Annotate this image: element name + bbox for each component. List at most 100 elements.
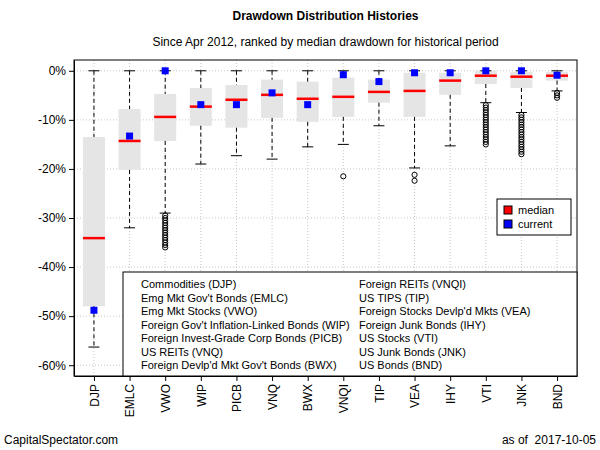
x-tick-label: VEA (408, 384, 422, 408)
names-box-entry: US Stocks (VTI) (359, 332, 438, 344)
x-tick: WIP (195, 376, 209, 407)
x-tick-label: VNQ (266, 384, 280, 410)
whisker-cap-upper (88, 70, 99, 71)
names-box-entry: Foreign Devlp'd Mkt Gov't Bonds (BWX) (141, 359, 337, 371)
x-tick-label: PICB (230, 384, 244, 412)
current-marker (518, 67, 525, 74)
whisker-lower (521, 88, 522, 113)
whisker-cap-lower (231, 155, 242, 156)
median-line (297, 98, 319, 101)
x-tick-mark (521, 376, 522, 381)
y-tick-mark (69, 169, 74, 170)
box-group (546, 71, 568, 101)
names-box-entry: Emg Mkt Stocks (VWO) (141, 305, 257, 317)
whisker-upper (236, 71, 237, 85)
title: Drawdown Distribution Histories (232, 9, 418, 23)
median-line (225, 98, 247, 101)
x-tick: PICB (230, 376, 244, 412)
whisker-cap-upper (124, 70, 135, 71)
y-tick-label: -30% (38, 211, 66, 225)
box-group (368, 71, 390, 126)
x-tick-label: BWX (301, 384, 315, 411)
grid (74, 60, 577, 376)
y-tick-mark (69, 267, 74, 268)
y-tick-mark (69, 316, 74, 317)
outlier (412, 172, 417, 177)
x-tick-label: TIP (373, 384, 387, 403)
median-line (475, 74, 497, 77)
box (297, 82, 319, 122)
whisker-cap-upper (231, 70, 242, 71)
box (261, 80, 283, 118)
current-marker (304, 101, 311, 108)
whisker-cap-upper (373, 70, 384, 71)
grid-line-y (74, 168, 577, 169)
x-tick-label: VNQI (337, 384, 351, 413)
names-box-entry: US Junk Bonds (JNK) (359, 346, 466, 358)
box-group (332, 71, 354, 179)
whisker-lower (307, 122, 308, 147)
x-tick: JNK (515, 376, 529, 407)
x-tick: DJP (88, 376, 102, 407)
whisker-lower (485, 84, 486, 103)
whisker-cap-upper (552, 70, 563, 71)
names-box-entry: Emg Mkt Gov't Bonds (EMLC) (141, 292, 288, 304)
names-box-entry: Foreign Stocks Devlp'd Mkts (VEA) (359, 305, 530, 317)
box-group (475, 67, 497, 147)
box (83, 137, 105, 306)
box-group (83, 71, 105, 347)
whisker-cap-upper (195, 70, 206, 71)
whisker-upper (307, 71, 308, 82)
chart: Drawdown Distribution HistoriesSince Apr… (0, 0, 600, 450)
x-tick-mark (415, 376, 416, 381)
x-axis: DJPEMLCVWOWIPPICBVNQBWXVNQITIPVEAIHYVTIJ… (75, 376, 578, 417)
box-group (439, 69, 461, 146)
x-tick-label: WIP (195, 384, 209, 407)
x-tick: VEA (408, 376, 422, 408)
x-tick-label: VWO (159, 384, 173, 413)
names-box-entry: Commodities (DJP) (141, 278, 236, 290)
names-box-frame (123, 272, 577, 376)
box (119, 109, 141, 170)
whisker-upper (272, 71, 273, 80)
x-tick-mark (343, 376, 344, 381)
y-tick-label: -50% (38, 309, 66, 323)
box (190, 88, 212, 126)
names-box-entry: US TIPS (TIP) (359, 292, 429, 304)
y-tick-label: -20% (38, 162, 66, 176)
y-tick-mark (69, 218, 74, 219)
x-tick-mark (130, 376, 131, 381)
x-tick: TIP (373, 376, 387, 403)
y-tick-mark (69, 365, 74, 366)
names-box: Commodities (DJP) Emg Mkt Gov't Bonds (EM… (123, 272, 577, 376)
median-line (439, 79, 461, 82)
x-tick-mark (486, 376, 487, 381)
x-tick-mark (450, 376, 451, 381)
outlier (554, 95, 559, 100)
median-line (119, 140, 141, 143)
whisker-lower (165, 141, 166, 213)
x-tick-label: DJP (88, 384, 102, 407)
whisker-lower (343, 117, 344, 144)
y-tick: -40% (38, 260, 74, 274)
names-box-entry: US Bonds (BND) (359, 359, 442, 371)
legend-swatch (504, 220, 512, 228)
box (225, 85, 247, 128)
box-group (297, 71, 319, 147)
whisker-lower (272, 118, 273, 159)
x-tick-label: EMLC (123, 384, 137, 418)
outlier (519, 152, 524, 157)
y-tick-label: -60% (38, 359, 66, 373)
box-group (225, 71, 247, 156)
box-group (510, 67, 532, 157)
y-tick: -50% (38, 309, 74, 323)
whisker-cap-upper (267, 70, 278, 71)
whisker-lower (557, 81, 558, 91)
y-tick: -30% (38, 211, 74, 225)
y-tick-label: -40% (38, 260, 66, 274)
box-group (404, 69, 426, 183)
whisker-cap-lower (267, 159, 278, 160)
whisker-lower (129, 170, 130, 228)
whisker-upper (93, 71, 94, 137)
whisker-cap-lower (409, 167, 420, 168)
